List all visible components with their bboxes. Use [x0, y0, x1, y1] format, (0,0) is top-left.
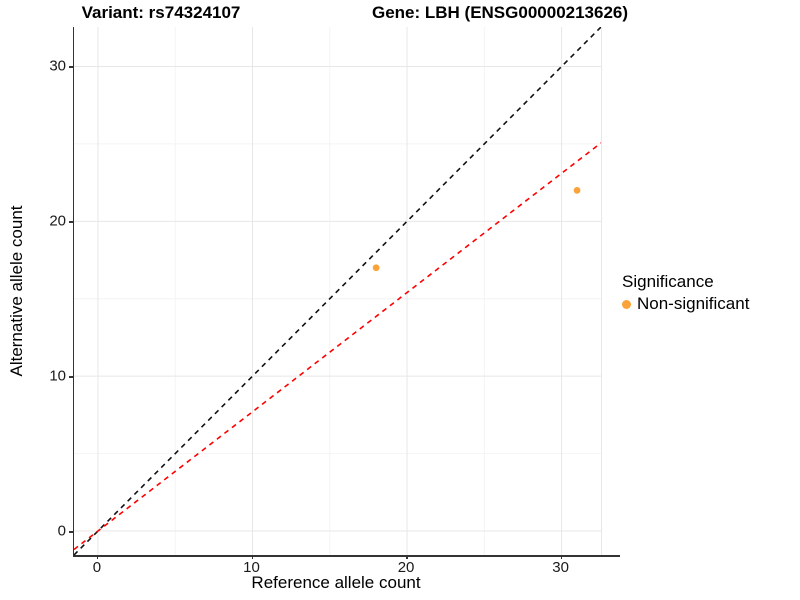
x-tick-mark — [406, 555, 408, 559]
data-point — [573, 186, 581, 194]
y-tick-mark — [69, 376, 73, 378]
expected-ratio-line — [74, 142, 601, 551]
x-tick-label: 10 — [243, 559, 260, 576]
legend-key-dot-icon — [622, 299, 631, 309]
y-tick-label: 30 — [49, 57, 66, 75]
y-tick-mark — [69, 66, 73, 68]
x-tick-label: 30 — [552, 559, 569, 576]
y-tick-mark — [69, 531, 73, 533]
y-tick-label: 0 — [57, 522, 66, 540]
y-tick-label: 20 — [49, 212, 66, 230]
x-tick-label: 20 — [397, 559, 415, 576]
x-tick-label: 0 — [92, 559, 102, 576]
legend-title: Significance — [622, 272, 714, 291]
x-tick-mark — [96, 555, 99, 559]
data-point — [372, 264, 380, 272]
plot-title-gene: Gene: LBH (ENSG00000213626) — [371, 3, 629, 22]
y-axis-title: Alternative allele count — [7, 205, 26, 377]
identity-line — [74, 27, 601, 555]
y-tick-mark — [69, 221, 73, 223]
y-tick-label: 10 — [49, 367, 66, 385]
legend-item-label: Non-significant — [637, 294, 750, 313]
plot-svg — [74, 27, 601, 555]
x-tick-mark — [251, 555, 253, 559]
plot-panel — [73, 27, 602, 556]
plot-title-variant: Variant: rs74324107 — [81, 3, 241, 22]
legend: Significance Non-significant — [622, 272, 749, 314]
x-axis-title: Reference allele count — [251, 573, 421, 592]
x-tick-mark — [560, 555, 563, 559]
legend-item-non-significant: Non-significant — [622, 294, 749, 314]
x-axis-line — [73, 555, 620, 557]
